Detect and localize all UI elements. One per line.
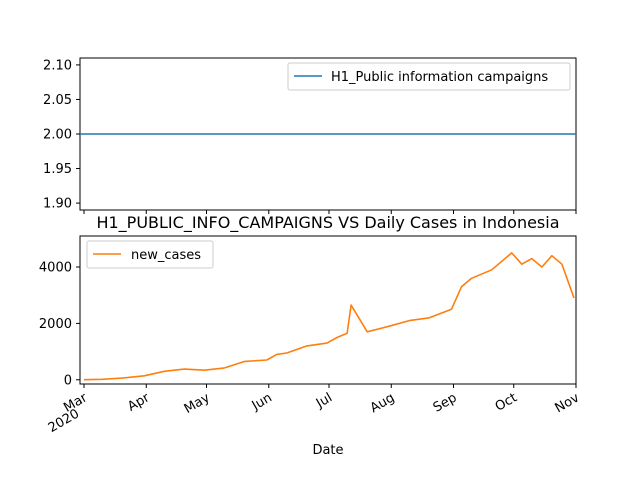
bottom-legend: new_cases xyxy=(86,240,214,269)
bottom-legend-box xyxy=(86,240,214,269)
bottom-axes-frame xyxy=(79,235,577,385)
top-y-tick-label: 1.90 xyxy=(43,197,72,212)
top-legend-label: H1_Public information campaigns xyxy=(331,70,548,85)
top-y-tick-label: 2.10 xyxy=(43,58,72,73)
top-y-tick-label: 2.00 xyxy=(43,128,72,143)
chart-title: H1_PUBLIC_INFO_CAMPAIGNS VS Daily Cases … xyxy=(96,213,559,233)
bottom-y-tick-label: 4000 xyxy=(39,261,72,276)
bottom-x-tick-label: Jul xyxy=(313,390,335,411)
top-y-tick-label: 2.05 xyxy=(43,93,72,108)
x-axis-label: Date xyxy=(312,443,343,458)
top-axes: 1.90 1.95 2.00 2.05 2.10 H1_Public informati… xyxy=(43,57,577,214)
top-legend: H1_Public information campaigns xyxy=(287,62,571,91)
bottom-y-ticks: 0 2000 4000 xyxy=(39,261,80,388)
top-x-ticks xyxy=(83,210,577,214)
bottom-legend-label: new_cases xyxy=(131,248,201,263)
top-y-ticks: 1.90 1.95 2.00 2.05 2.10 xyxy=(43,58,80,212)
bottom-y-tick-label: 0 xyxy=(64,373,72,388)
bottom-series-line xyxy=(83,252,575,381)
bottom-series-lines xyxy=(83,252,575,381)
top-y-tick-label: 1.95 xyxy=(43,162,72,177)
bottom-y-tick-label: 2000 xyxy=(39,317,72,332)
top-legend-box xyxy=(287,62,571,91)
